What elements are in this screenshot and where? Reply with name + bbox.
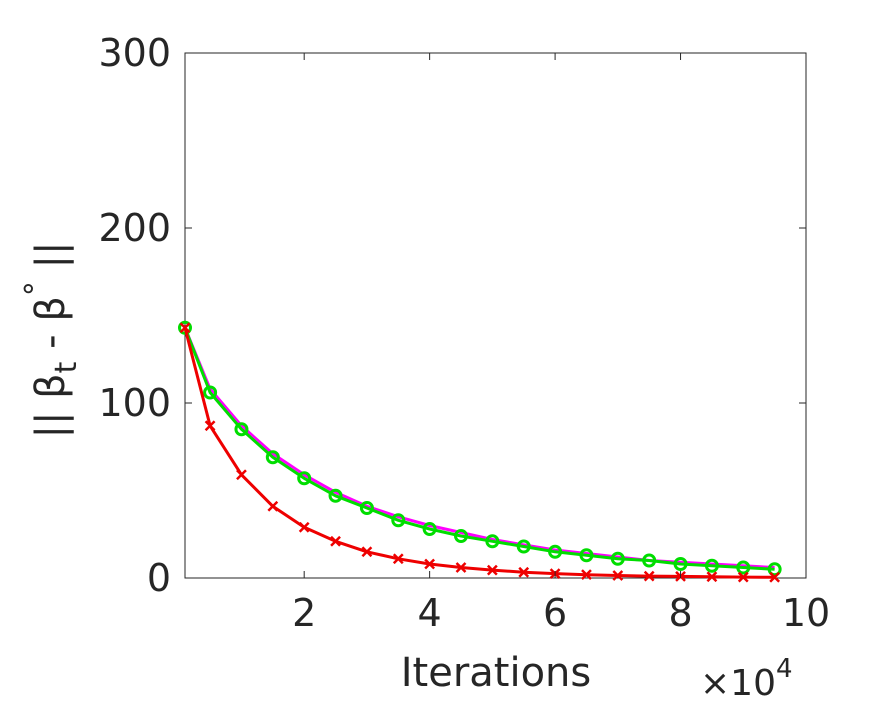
x-tick-label-1: 4 <box>418 591 442 635</box>
series-2-point-19 <box>769 571 781 583</box>
series-1-point-5 <box>328 488 343 503</box>
y-tick-label-3: 300 <box>98 31 171 75</box>
series-2-point-3 <box>267 500 279 512</box>
series-2-point-11 <box>518 566 530 578</box>
series-1-point-19 <box>767 562 782 577</box>
series-1-point-1 <box>203 385 218 400</box>
series-1-point-10 <box>485 534 500 549</box>
series-1-point-8 <box>422 522 437 536</box>
series-layer <box>178 320 782 583</box>
series-1-point-4 <box>297 471 312 486</box>
series-2-point-0 <box>179 322 191 334</box>
series-1-point-15 <box>642 553 657 568</box>
y-axis-label: || βt - β° || <box>19 241 84 438</box>
y-tick-label-1: 100 <box>98 381 171 425</box>
series-1-point-17 <box>704 558 719 573</box>
series-1-point-2 <box>234 422 249 437</box>
x-tick-label-4: 10 <box>782 591 830 635</box>
x-exponent-label: ×104 <box>700 654 793 703</box>
x-tick-label-3: 8 <box>668 591 692 635</box>
series-2-point-13 <box>581 569 592 581</box>
series-1-point-3 <box>265 450 280 465</box>
series-1-point-11 <box>516 539 531 554</box>
series-2-point-7 <box>392 553 404 565</box>
series-1-point-13 <box>579 548 594 563</box>
series-1-point-18 <box>736 560 751 575</box>
series-2-point-15 <box>643 570 655 582</box>
series-2-point-10 <box>486 564 498 576</box>
series-2-point-1 <box>204 420 216 432</box>
series-1-point-7 <box>391 513 406 528</box>
x-tick-label-2: 6 <box>543 591 567 635</box>
series-2-point-9 <box>455 562 467 573</box>
series-2-point-2 <box>236 469 247 481</box>
x-axis-label: Iterations <box>401 650 592 696</box>
y-tick-label-0: 0 <box>147 556 171 600</box>
series-2-point-4 <box>298 521 310 533</box>
series-2-point-17 <box>706 571 718 583</box>
series-2-point-14 <box>612 570 624 581</box>
series-1 <box>178 320 782 577</box>
y-tick-label-2: 200 <box>98 206 171 250</box>
x-tick-label-0: 2 <box>292 591 316 635</box>
plot-area <box>184 52 807 579</box>
series-1-point-6 <box>359 501 374 515</box>
series-1-point-12 <box>548 544 563 559</box>
series-2-point-6 <box>361 546 373 558</box>
series-1-point-16 <box>673 557 688 571</box>
series-2-point-18 <box>737 571 749 583</box>
series-1-point-14 <box>610 551 625 566</box>
series-2-point-5 <box>330 535 341 547</box>
series-2 <box>179 322 781 583</box>
series-2-point-8 <box>424 558 436 570</box>
series-1-point-9 <box>454 529 468 543</box>
plot-frame <box>184 52 807 579</box>
